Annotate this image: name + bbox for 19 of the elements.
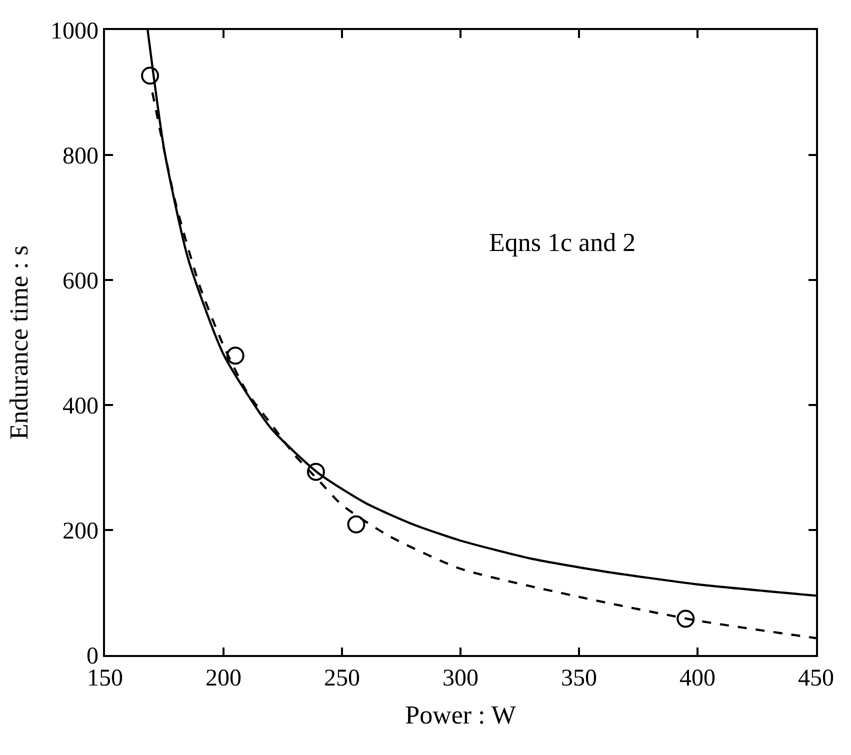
x-tick-label: 450 [798,666,834,692]
y-tick-label: 600 [62,268,98,294]
y-axis-title: Endurance time : s [4,245,34,440]
x-tick-label: 400 [680,666,716,692]
x-axis-title: Power : W [405,700,516,730]
y-tick-label: 200 [62,518,98,544]
point [226,346,244,365]
annotation: Eqns 1c and 2 [489,228,636,257]
x-tick-label: 350 [561,666,597,692]
y-tick-label: 400 [62,393,98,420]
y-tick-label: 1000 [50,18,98,44]
point [347,515,366,534]
x-tick-label: 250 [324,666,360,692]
point [676,610,695,628]
x-tick-label: 300 [442,666,478,692]
point [306,462,325,481]
x-tick-label: 200 [206,666,242,692]
y-tick-label: 800 [62,143,98,170]
point [141,66,160,85]
